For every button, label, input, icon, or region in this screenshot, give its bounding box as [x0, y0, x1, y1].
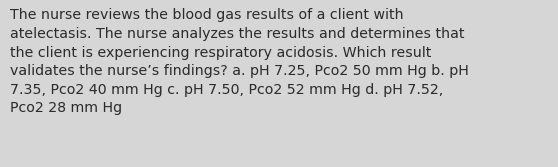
Text: The nurse reviews the blood gas results of a client with
atelectasis. The nurse : The nurse reviews the blood gas results …: [10, 8, 469, 115]
